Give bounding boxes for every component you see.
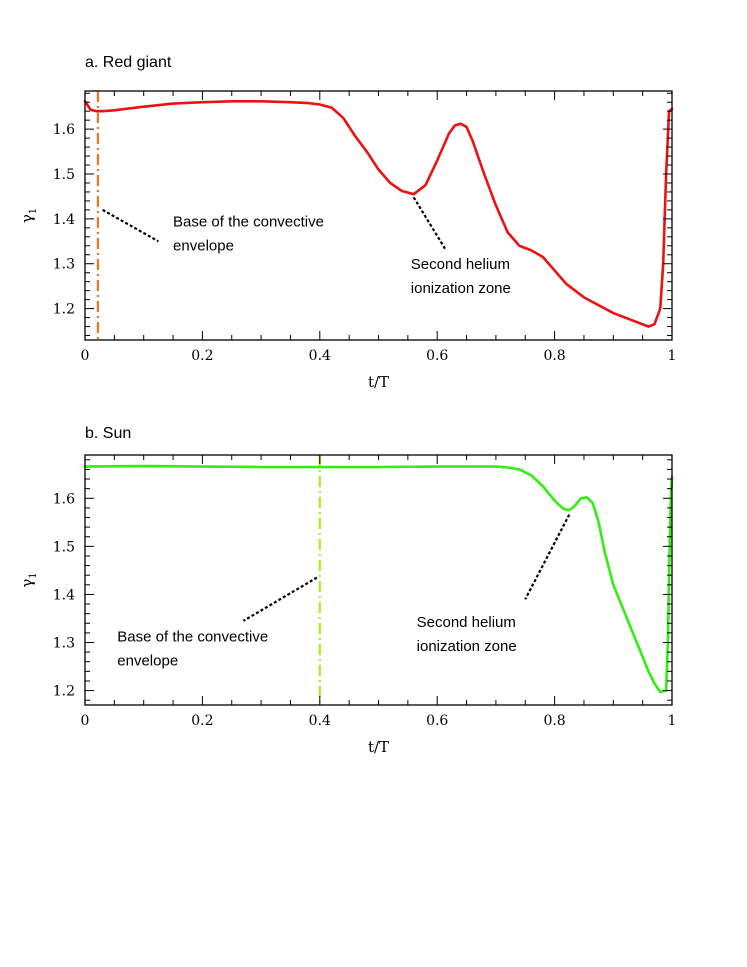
x-axis-label: t/T — [368, 373, 389, 391]
annotation-pointer — [524, 514, 571, 600]
y-tick-label: 1.6 — [53, 491, 75, 507]
series-gamma1-line — [83, 464, 674, 694]
x-axis-label: t/T — [368, 738, 389, 756]
y-tick-label: 1.6 — [53, 122, 75, 138]
annotation-pointer — [102, 208, 159, 243]
y-tick-label: 1.2 — [53, 684, 75, 700]
annotation-text: envelope — [117, 653, 178, 670]
y-tick-label: 1.3 — [53, 636, 75, 652]
x-tick-label: 1 — [668, 348, 677, 364]
panel-title: b. Sun — [85, 425, 131, 442]
annotation-base-of-convective-envelope: Base of the convective envelope — [117, 576, 318, 670]
annotation-base-of-convective-envelope: Base of the convective envelope — [102, 208, 324, 254]
annotation-pointer — [412, 196, 447, 251]
x-tick-label: 1 — [668, 713, 677, 729]
x-tick-label: 0.2 — [191, 348, 213, 364]
y-axis-label: γ1 — [18, 208, 39, 223]
panel-red-giant: a. Red giant 0 0.2 0.4 0.6 0.8 1 1.2 1.3 1.4 1.5 1.… — [18, 54, 676, 391]
y-axis-symbol: γ — [18, 579, 36, 588]
annotation-text: Second helium — [411, 256, 510, 273]
y-tick-label: 1.5 — [53, 167, 75, 183]
y-tick-label: 1.4 — [53, 212, 75, 228]
y-axis-subscript: 1 — [28, 208, 39, 214]
x-tick-label: 0.8 — [543, 713, 565, 729]
y-axis-subscript: 1 — [28, 572, 39, 578]
x-tick-label: 0.4 — [309, 348, 331, 364]
y-axis-label: γ1 — [18, 572, 39, 587]
annotation-text: Base of the convective — [117, 629, 268, 646]
annotation-text: Base of the convective — [173, 213, 324, 230]
y-tick-label: 1.4 — [53, 587, 75, 603]
y-axis-symbol: γ — [18, 214, 36, 223]
x-tick-label: 0.8 — [543, 348, 565, 364]
series-gamma1-line — [83, 100, 674, 328]
x-tick-label: 0 — [81, 713, 90, 729]
panel-title: a. Red giant — [85, 54, 172, 71]
annotation-text: Second helium — [417, 614, 516, 631]
annotation-text: envelope — [173, 237, 234, 254]
x-tick-label: 0.6 — [426, 348, 448, 364]
x-tick-label: 0 — [81, 348, 90, 364]
annotation-pointer — [242, 576, 318, 622]
x-tick-label: 0.4 — [309, 713, 331, 729]
annotation-text: ionization zone — [417, 638, 517, 655]
annotation-text: ionization zone — [411, 280, 511, 297]
x-tick-label: 0.6 — [426, 713, 448, 729]
y-tick-label: 1.5 — [53, 539, 75, 555]
x-tick-label: 0.2 — [191, 713, 213, 729]
annotation-second-helium-ionization-zone: Second helium ionization zone — [411, 196, 511, 297]
y-tick-label: 1.3 — [53, 257, 75, 273]
y-tick-label: 1.2 — [53, 302, 75, 318]
annotation-second-helium-ionization-zone: Second helium ionization zone — [417, 514, 571, 655]
